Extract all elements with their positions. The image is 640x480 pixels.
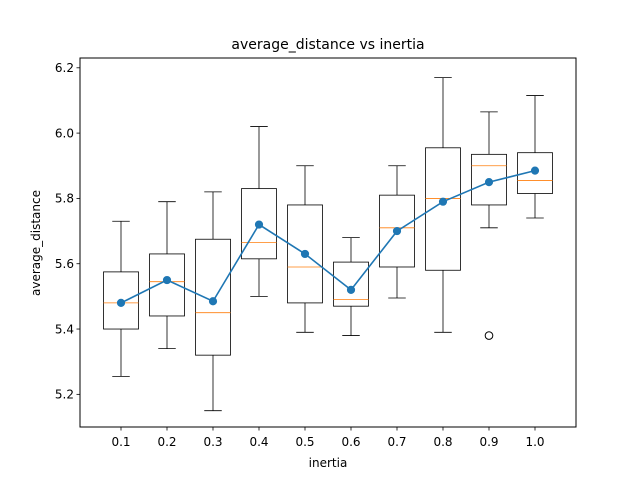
x-axis-title: inertia — [309, 456, 348, 470]
chart-title: average_distance vs inertia — [231, 37, 424, 53]
mean-point — [484, 177, 494, 187]
box-group — [241, 126, 277, 297]
iqr-box — [195, 238, 231, 356]
iqr-box — [287, 204, 323, 304]
iqr-box — [379, 194, 415, 268]
box-group — [195, 191, 231, 412]
outlier-point — [484, 331, 494, 340]
mean-point — [208, 297, 218, 306]
x-tick-label: 0.2 — [157, 435, 176, 449]
x-tick-label: 0.6 — [341, 435, 360, 449]
iqr-box — [241, 188, 277, 260]
y-tick-label: 5.8 — [55, 192, 74, 206]
mean-point — [392, 226, 402, 236]
x-tick-label: 0.7 — [387, 435, 406, 449]
mean-point — [300, 249, 310, 259]
x-tick-label: 0.3 — [203, 435, 222, 449]
x-tick-label: 0.5 — [295, 435, 314, 449]
mean-point — [530, 166, 540, 175]
mean-point — [346, 285, 356, 294]
plot-area: 5.2 5.4 5.6 5.8 6.0 6.2 0.1 0.2 0.3 0.4 0.5 0.6 0.7 0… — [55, 61, 553, 449]
box-group — [103, 220, 139, 377]
mean-point — [254, 220, 264, 229]
x-tick-label: 1.0 — [525, 435, 544, 449]
y-tick-label: 6.0 — [55, 126, 74, 140]
iqr-box — [149, 253, 185, 317]
box-group — [287, 165, 323, 333]
iqr-box — [471, 153, 507, 206]
mean-point — [162, 275, 172, 285]
x-tick-label: 0.9 — [479, 435, 498, 449]
mean-point — [438, 197, 448, 206]
mean-line — [120, 169, 536, 304]
box-group — [333, 237, 369, 336]
box-group — [471, 111, 507, 340]
x-tick-label: 0.4 — [249, 435, 268, 449]
iqr-box — [333, 261, 369, 307]
y-tick-label: 6.2 — [55, 61, 74, 75]
x-tick-label: 0.8 — [433, 435, 452, 449]
box-group — [517, 95, 553, 219]
y-tick-label: 5.4 — [55, 322, 74, 336]
x-tick-label: 0.1 — [111, 435, 130, 449]
mean-point — [116, 298, 126, 308]
y-tick-label: 5.6 — [55, 257, 74, 271]
iqr-box — [517, 152, 553, 194]
iqr-box — [425, 147, 461, 271]
y-axis-title: average_distance — [29, 190, 43, 296]
iqr-box — [103, 271, 139, 330]
plot-frame — [79, 57, 577, 428]
y-tick-label: 5.2 — [55, 388, 74, 402]
